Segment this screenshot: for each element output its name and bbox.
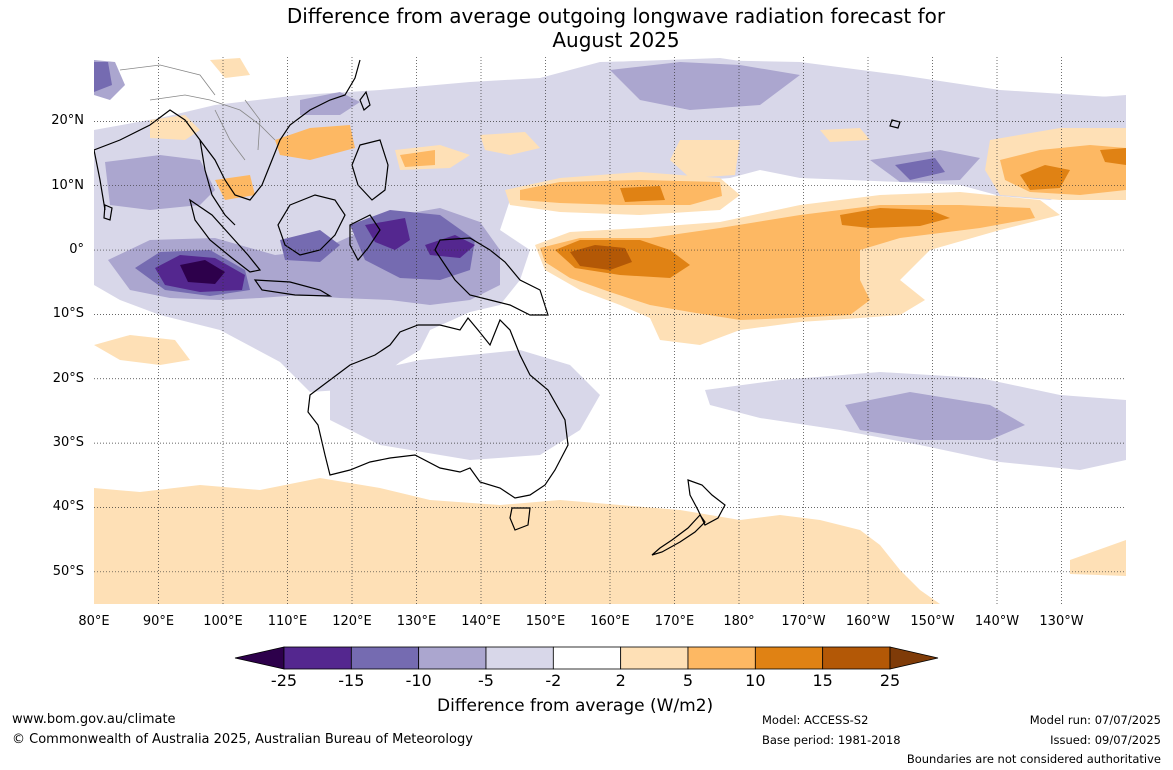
disclaimer-text: Boundaries are not considered authoritat… (906, 752, 1161, 766)
issued-text: Issued: 09/07/2025 (1050, 733, 1161, 747)
base-period-text: Base period: 1981-2018 (762, 733, 901, 747)
new-zealand-south-coast (651, 514, 706, 556)
colorbar-segment (754, 646, 824, 670)
colorbar-segment (418, 646, 487, 670)
longitude-label: 150°E (525, 614, 566, 629)
longitude-label: 130°W (1039, 614, 1084, 629)
sri-lanka-coast (103, 204, 113, 221)
tasmania-coast (509, 507, 531, 531)
latitude-label: 10°S (52, 306, 84, 322)
colorbar-tick-label: -25 (270, 671, 298, 690)
colorbar-segment (687, 646, 756, 670)
colorbar-segment (822, 646, 891, 670)
colorbar-tick-label: 10 (745, 671, 766, 690)
philippines-coast (351, 139, 389, 201)
longitude-label: 90°E (142, 614, 175, 629)
colorbar-tick-label: -15 (338, 671, 365, 690)
longitude-label: 140°W (974, 614, 1020, 629)
longitude-label: 180° (723, 614, 755, 629)
model-run-text: Model run: 07/07/2025 (1029, 713, 1161, 727)
contour-plus10 (555, 148, 1126, 278)
contour-plus15 (570, 245, 632, 270)
longitude-label: 170°W (781, 614, 826, 629)
longitude-label: 160°W (845, 614, 891, 629)
gridlines (94, 57, 1126, 604)
longitude-label: 110°E (267, 614, 308, 629)
java-coast (253, 279, 333, 297)
colorbar (234, 646, 939, 670)
colorbar-tick-label: -2 (545, 671, 562, 690)
new-zealand-north-coast (687, 479, 726, 526)
latitude-label: 20°N (51, 113, 84, 129)
colorbar-segment (552, 646, 622, 670)
longitude-label: 80°E (78, 614, 110, 629)
coastlines (94, 59, 901, 556)
longitude-label: 170°E (654, 614, 695, 629)
latitude-label: 10°N (51, 177, 84, 193)
longitude-label: 120°E (332, 614, 372, 629)
map-title-line1: Difference from average outgoing longwav… (286, 4, 946, 28)
contour-minus25 (180, 260, 225, 284)
hawaii-coast (889, 119, 901, 129)
model-text: Model: ACCESS-S2 (762, 713, 869, 727)
colorbar-segment (620, 646, 689, 670)
latitude-label: 40°S (52, 499, 84, 515)
longitude-label: 140°E (461, 614, 501, 629)
map-title: Difference from average outgoing longwav… (0, 4, 1173, 52)
longitude-label: 150°W (910, 614, 955, 629)
copyright-text: © Commonwealth of Australia 2025, Austra… (12, 732, 473, 747)
india-coast (94, 149, 106, 211)
map-title-line2: August 2025 (552, 28, 680, 52)
mainland-asia-coast (94, 59, 361, 201)
longitude-label: 100°E (203, 614, 243, 629)
longitude-label: 160°E (590, 614, 630, 629)
country-borders (119, 64, 276, 161)
colorbar-title: Difference from average (W/m2) (437, 696, 714, 716)
colorbar-segment (485, 646, 554, 670)
latitude-label: 20°S (52, 370, 84, 386)
anomaly-contours (94, 58, 1126, 604)
colorbar-extend-low (234, 646, 285, 670)
sumatra-coast (189, 198, 262, 273)
australia-coast (307, 316, 569, 499)
colorbar-segment (283, 646, 352, 670)
colorbar-tick-label: -5 (478, 671, 494, 690)
longitude-label: 130°E (396, 614, 437, 629)
colorbar-tick-label: 15 (812, 671, 833, 690)
new-guinea-coast (434, 237, 549, 316)
taiwan-coast (359, 90, 371, 111)
borneo-coast (277, 194, 346, 256)
colorbar-tick-label: 2 (615, 671, 626, 690)
latitude-label: 50°S (52, 563, 84, 579)
colorbar-extend-high (889, 646, 939, 670)
latitude-label: 0° (69, 242, 84, 258)
malay-peninsula-coast (199, 139, 236, 226)
colorbar-tick-label: 5 (682, 671, 694, 690)
colorbar-segment (350, 646, 420, 670)
sulawesi-coast (349, 214, 381, 262)
website-link[interactable]: www.bom.gov.au/climate (12, 712, 176, 727)
colorbar-tick-label: 25 (879, 671, 901, 690)
latitude-label: 30°S (52, 435, 84, 451)
colorbar-tick-label: -10 (405, 671, 432, 690)
